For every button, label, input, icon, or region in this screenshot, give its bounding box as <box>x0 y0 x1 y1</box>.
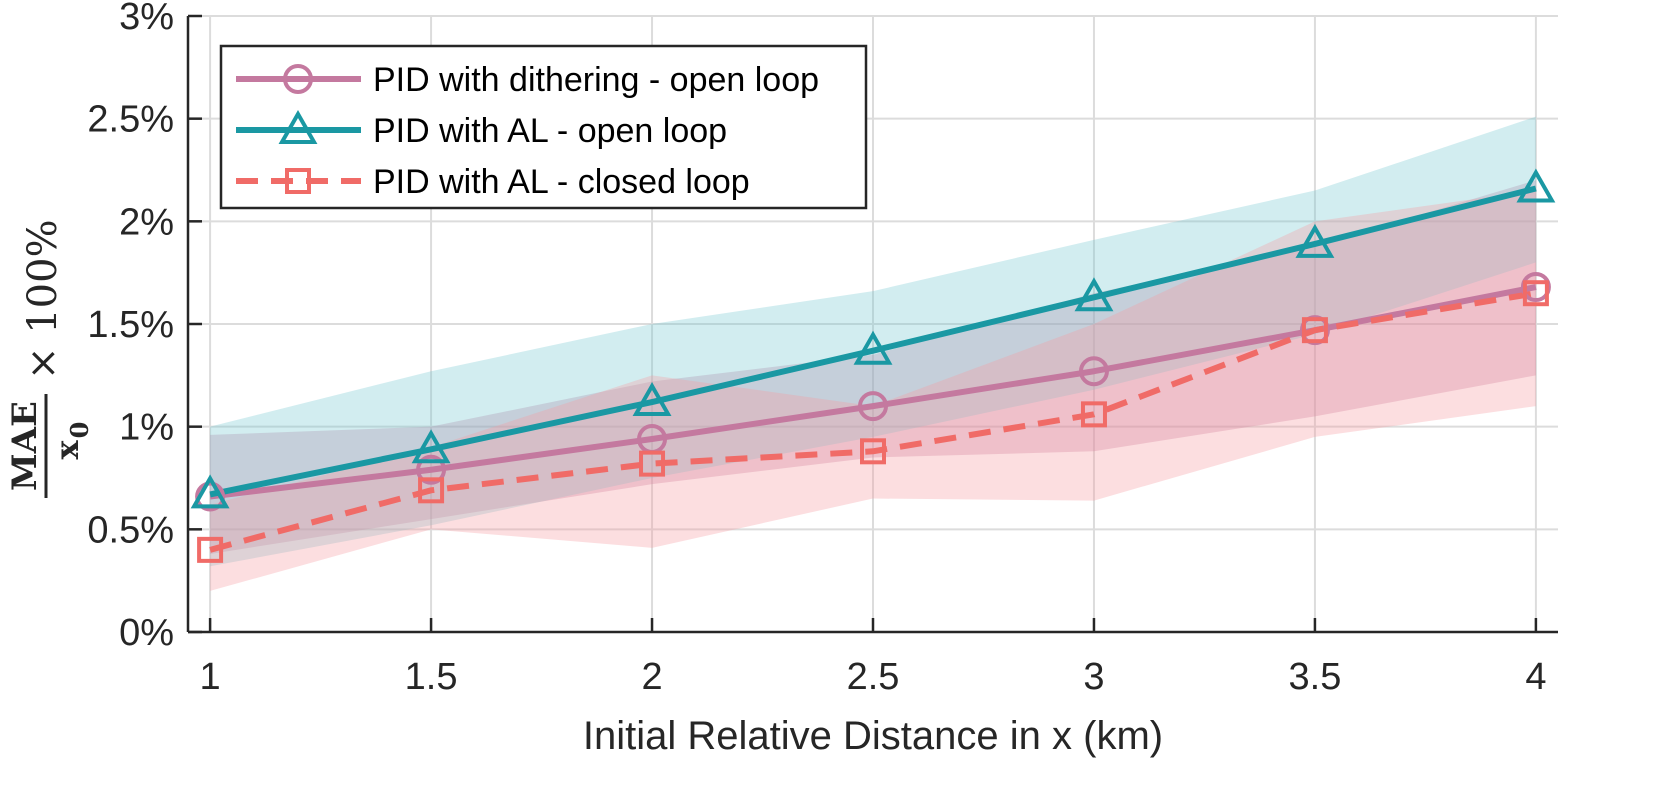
y-tick-label: 3% <box>119 0 174 38</box>
legend-marker-1 <box>283 64 313 94</box>
legend-marker-3 <box>285 168 311 194</box>
data-point-series-2 <box>1295 223 1335 258</box>
ylabel-denominator: x <box>48 440 86 460</box>
series-line-3 <box>209 290 1537 553</box>
x-tick-label: 3.5 <box>1289 656 1342 698</box>
data-point-series-2 <box>411 429 451 464</box>
data-point-series-2 <box>853 330 893 365</box>
y-tick-label: 0.5% <box>87 509 174 551</box>
data-point-series-3 <box>639 450 666 477</box>
x-tick-label: 2 <box>641 656 662 698</box>
data-point-series-1 <box>858 391 888 422</box>
legend-marker-2 <box>278 109 318 144</box>
data-point-series-2 <box>1516 168 1556 203</box>
x-tick-label: 1 <box>200 656 221 698</box>
data-point-series-3 <box>418 477 445 504</box>
data-point-series-2 <box>1074 277 1114 312</box>
y-tick-label: 0% <box>119 612 174 654</box>
data-point-series-3 <box>1301 317 1328 344</box>
data-point-series-1 <box>1078 356 1109 387</box>
series-line-2 <box>209 185 1537 498</box>
y-tick-label: 1.5% <box>87 304 174 346</box>
x-tick-labels: 1 1.5 2 2.5 3 3.5 4 <box>200 656 1547 698</box>
x-tick-label: 2.5 <box>847 656 900 698</box>
legend-label-2: PID with AL - open loop <box>373 112 727 150</box>
y-tick-label: 2% <box>119 201 174 243</box>
data-point-series-3 <box>860 438 886 465</box>
data-point-series-3 <box>197 536 224 563</box>
data-point-series-2 <box>632 381 672 417</box>
legend: PID with dithering - open loop PID with A… <box>219 44 868 210</box>
grid <box>188 15 1558 633</box>
legend-label-3: PID with AL - closed loop <box>373 163 750 201</box>
x-tick-label: 4 <box>1525 656 1546 698</box>
ylabel-denominator-subscript: 0 <box>65 422 94 439</box>
series-lines <box>209 185 1537 553</box>
x-tick-label: 1.5 <box>405 656 458 698</box>
x-axis-label: Initial Relative Distance in x (km) <box>583 714 1163 758</box>
axes <box>186 14 1558 634</box>
band-series-3 <box>210 190 1536 591</box>
data-point-series-3 <box>1080 401 1107 428</box>
y-axis-label: MAE x0 × 100% <box>5 219 94 498</box>
series-markers <box>190 168 1556 563</box>
data-point-series-1 <box>195 481 226 512</box>
data-point-series-1 <box>416 454 447 485</box>
data-point-series-3 <box>1522 280 1549 307</box>
data-point-series-2 <box>190 474 230 509</box>
ylabel-numerator: MAE <box>5 401 45 491</box>
y-tick-label: 1% <box>119 407 174 449</box>
x-tick-label: 3 <box>1083 656 1104 698</box>
y-tick-labels: 0% 0.5% 1% 1.5% 2% 2.5% 3% <box>87 0 174 654</box>
y-tick-label: 2.5% <box>87 99 174 141</box>
ylabel-suffix: × 100% <box>20 219 66 380</box>
legend-label-1: PID with dithering - open loop <box>373 61 819 99</box>
